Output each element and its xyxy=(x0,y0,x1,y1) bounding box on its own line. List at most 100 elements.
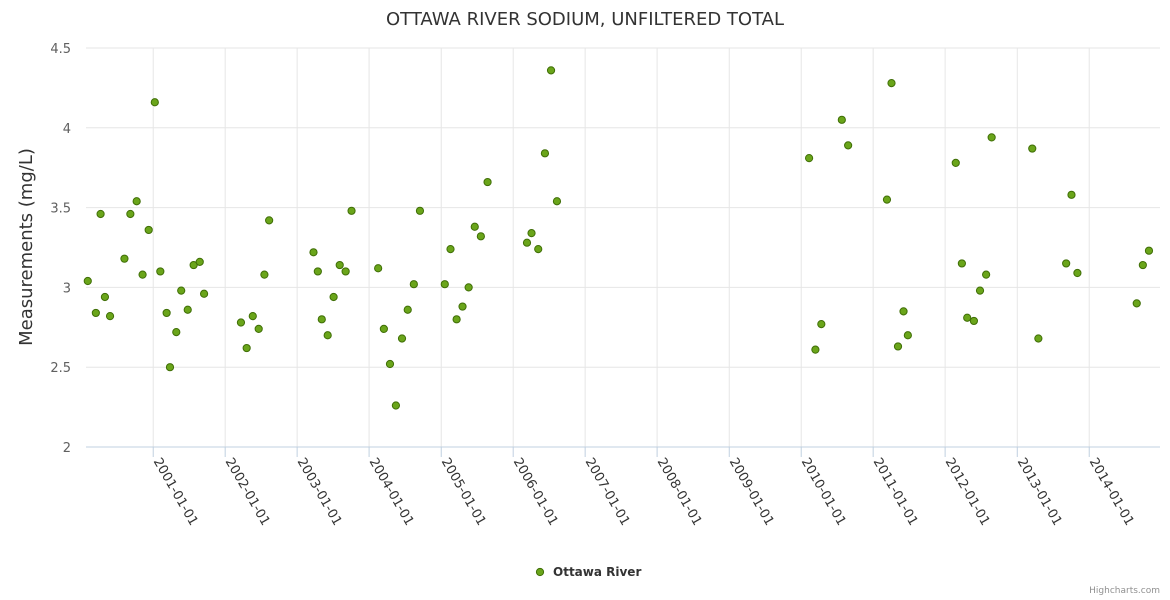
x-tick-label: 2014-01-01 xyxy=(1086,456,1137,529)
data-point[interactable] xyxy=(409,280,418,289)
data-point[interactable] xyxy=(963,313,972,322)
data-point[interactable] xyxy=(1073,268,1082,278)
data-point[interactable] xyxy=(470,222,479,231)
data-point[interactable] xyxy=(96,209,105,219)
x-tick-label: 2004-01-01 xyxy=(366,456,417,529)
y-tick-label: 2 xyxy=(63,441,71,456)
x-tick-label: 2003-01-01 xyxy=(294,456,345,529)
data-point[interactable] xyxy=(1062,259,1071,268)
data-point[interactable] xyxy=(83,276,92,286)
data-point[interactable] xyxy=(546,66,556,75)
data-point[interactable] xyxy=(132,197,141,206)
data-point[interactable] xyxy=(391,401,400,410)
data-point[interactable] xyxy=(323,331,332,340)
data-point[interactable] xyxy=(817,320,826,329)
x-tick-label: 2008-01-01 xyxy=(654,456,705,529)
data-points xyxy=(83,66,1154,410)
data-point[interactable] xyxy=(138,270,147,279)
data-point[interactable] xyxy=(527,229,536,238)
data-point[interactable] xyxy=(1067,190,1076,199)
chart-title: OTTAWA RIVER SODIUM, UNFILTERED TOTAL xyxy=(386,9,784,30)
credits-link[interactable]: Highcharts.com xyxy=(1089,586,1160,596)
x-tick-label: 2002-01-01 xyxy=(222,456,273,529)
data-point[interactable] xyxy=(887,79,896,88)
data-point[interactable] xyxy=(1028,144,1037,153)
data-point[interactable] xyxy=(476,232,485,241)
x-axis: 2001-01-01 2002-01-01 2003-01-01 2004-01-01… xyxy=(86,446,1160,529)
data-point[interactable] xyxy=(105,312,115,321)
x-tick-label: 2010-01-01 xyxy=(798,456,849,529)
data-point[interactable] xyxy=(335,260,344,270)
data-point[interactable] xyxy=(379,324,388,333)
data-point[interactable] xyxy=(144,225,153,235)
x-tick-label: 2011-01-01 xyxy=(870,456,921,529)
data-point[interactable] xyxy=(172,327,181,337)
data-point[interactable] xyxy=(458,302,467,311)
data-point[interactable] xyxy=(987,133,996,142)
data-point[interactable] xyxy=(165,363,175,372)
data-point[interactable] xyxy=(242,343,251,353)
data-point[interactable] xyxy=(341,267,350,276)
data-point[interactable] xyxy=(540,149,550,158)
data-point[interactable] xyxy=(156,267,165,276)
data-point[interactable] xyxy=(1144,246,1154,255)
data-point[interactable] xyxy=(397,334,407,343)
data-point[interactable] xyxy=(534,244,543,254)
data-point[interactable] xyxy=(975,286,985,295)
y-axis-title: Measurements (mg/L) xyxy=(16,148,37,346)
data-point[interactable] xyxy=(957,259,966,268)
data-point[interactable] xyxy=(265,216,274,225)
data-point[interactable] xyxy=(552,197,562,206)
data-point[interactable] xyxy=(464,283,473,292)
data-point[interactable] xyxy=(313,267,322,276)
data-point[interactable] xyxy=(483,177,492,187)
data-point[interactable] xyxy=(1132,299,1141,308)
data-point[interactable] xyxy=(260,270,269,279)
data-point[interactable] xyxy=(100,292,110,302)
data-point[interactable] xyxy=(374,264,383,273)
data-point[interactable] xyxy=(120,254,129,263)
data-point[interactable] xyxy=(248,312,257,321)
data-point[interactable] xyxy=(385,359,395,369)
data-point[interactable] xyxy=(969,316,979,326)
data-point[interactable] xyxy=(811,345,820,354)
gridlines xyxy=(86,47,1160,448)
data-point[interactable] xyxy=(199,289,209,298)
y-tick-label: 4.5 xyxy=(50,42,71,57)
y-tick-label: 4 xyxy=(63,122,71,137)
legend-marker-icon xyxy=(535,567,545,577)
data-point[interactable] xyxy=(150,98,159,107)
legend-label-ottawa-river[interactable]: Ottawa River xyxy=(553,565,641,579)
data-point[interactable] xyxy=(329,292,338,302)
data-point[interactable] xyxy=(162,308,171,318)
data-point[interactable] xyxy=(403,305,412,314)
data-point[interactable] xyxy=(195,257,204,266)
data-point[interactable] xyxy=(452,315,461,324)
data-point[interactable] xyxy=(183,305,192,314)
data-point[interactable] xyxy=(317,315,326,324)
data-point[interactable] xyxy=(177,286,186,295)
data-point[interactable] xyxy=(903,331,912,340)
data-point[interactable] xyxy=(899,307,908,316)
data-point[interactable] xyxy=(951,158,960,168)
data-point[interactable] xyxy=(882,195,892,204)
data-point[interactable] xyxy=(804,154,814,163)
data-point[interactable] xyxy=(1138,260,1147,270)
legend[interactable]: Ottawa River xyxy=(535,565,641,579)
data-point[interactable] xyxy=(236,318,246,327)
data-point[interactable] xyxy=(982,270,991,279)
data-point[interactable] xyxy=(893,342,903,351)
data-point[interactable] xyxy=(440,280,449,289)
data-point[interactable] xyxy=(254,324,263,333)
data-point[interactable] xyxy=(309,248,318,257)
y-axis: 2 2.5 3 3.5 4 4.5 xyxy=(50,42,71,456)
data-point[interactable] xyxy=(91,308,100,318)
data-point[interactable] xyxy=(1034,334,1043,343)
data-point[interactable] xyxy=(126,209,135,219)
data-point[interactable] xyxy=(347,206,356,215)
data-point[interactable] xyxy=(446,244,455,254)
data-point[interactable] xyxy=(415,206,425,215)
data-point[interactable] xyxy=(522,238,532,247)
data-point[interactable] xyxy=(844,141,853,150)
data-point[interactable] xyxy=(837,115,846,124)
